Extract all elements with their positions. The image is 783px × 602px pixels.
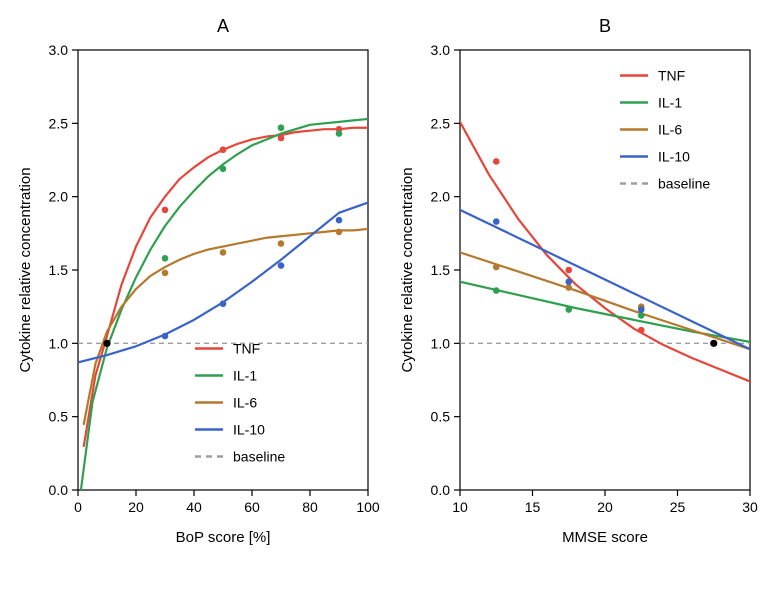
svg-text:40: 40 [186, 499, 202, 515]
svg-text:3.0: 3.0 [49, 42, 69, 58]
svg-text:3.0: 3.0 [431, 42, 451, 58]
svg-text:B: B [599, 16, 611, 36]
svg-text:IL-6: IL-6 [658, 122, 682, 138]
svg-text:A: A [217, 16, 229, 36]
svg-text:1.0: 1.0 [49, 335, 69, 351]
figure: 0 20 40 60 80 100 0.0 0.5 1.0 1.5 2.0 2.5 3.0 BoP sco… [0, 0, 783, 602]
svg-text:2.5: 2.5 [49, 115, 69, 131]
svg-text:0: 0 [74, 499, 82, 515]
svg-text:60: 60 [244, 499, 260, 515]
svg-text:TNF: TNF [233, 341, 260, 357]
svg-text:1.5: 1.5 [49, 262, 69, 278]
svg-text:1.5: 1.5 [431, 262, 451, 278]
svg-text:Cytokine relative concentratio: Cytokine relative concentration [399, 167, 416, 372]
svg-text:20: 20 [597, 499, 613, 515]
svg-text:0.5: 0.5 [431, 409, 451, 425]
svg-text:IL-1: IL-1 [658, 95, 682, 111]
svg-text:IL-10: IL-10 [658, 149, 690, 165]
svg-text:0.0: 0.0 [49, 482, 69, 498]
svg-text:BoP score [%]: BoP score [%] [176, 529, 271, 546]
svg-text:10: 10 [452, 499, 468, 515]
svg-text:25: 25 [670, 499, 686, 515]
svg-text:80: 80 [302, 499, 318, 515]
chart-svg: 0 20 40 60 80 100 0.0 0.5 1.0 1.5 2.0 2.5 3.0 BoP sco… [0, 0, 783, 602]
svg-text:30: 30 [742, 499, 758, 515]
svg-text:IL-1: IL-1 [233, 368, 257, 384]
svg-text:MMSE score: MMSE score [562, 529, 648, 546]
svg-text:100: 100 [356, 499, 380, 515]
svg-text:0.5: 0.5 [49, 409, 69, 425]
svg-text:15: 15 [525, 499, 541, 515]
svg-text:2.0: 2.0 [431, 189, 451, 205]
svg-text:IL-6: IL-6 [233, 395, 257, 411]
svg-text:IL-10: IL-10 [233, 422, 265, 438]
svg-text:TNF: TNF [658, 68, 685, 84]
svg-text:2.0: 2.0 [49, 189, 69, 205]
svg-text:Cytokine relative concentratio: Cytokine relative concentration [17, 167, 34, 372]
svg-text:baseline: baseline [233, 449, 285, 465]
svg-text:baseline: baseline [658, 176, 710, 192]
svg-text:20: 20 [128, 499, 144, 515]
svg-text:1.0: 1.0 [431, 335, 451, 351]
svg-text:2.5: 2.5 [431, 115, 451, 131]
svg-text:0.0: 0.0 [431, 482, 451, 498]
